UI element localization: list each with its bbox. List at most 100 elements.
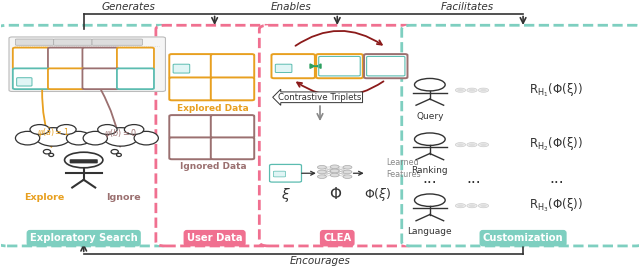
FancyBboxPatch shape — [117, 48, 154, 69]
Ellipse shape — [134, 131, 158, 145]
Circle shape — [480, 204, 486, 207]
Circle shape — [343, 170, 352, 174]
Circle shape — [330, 165, 339, 169]
Ellipse shape — [111, 150, 118, 154]
Ellipse shape — [116, 153, 122, 157]
Circle shape — [480, 89, 486, 91]
Text: Explore: Explore — [24, 193, 64, 202]
Text: $\psi(\hat{a}) = 1$: $\psi(\hat{a}) = 1$ — [36, 126, 69, 140]
Text: $\Phi$: $\Phi$ — [330, 186, 342, 202]
Text: $\xi$: $\xi$ — [281, 186, 291, 204]
Circle shape — [467, 143, 477, 147]
Circle shape — [343, 175, 352, 178]
Ellipse shape — [98, 125, 117, 135]
Ellipse shape — [67, 131, 91, 145]
Circle shape — [415, 79, 445, 91]
Text: Contrastive Triplets: Contrastive Triplets — [278, 93, 362, 102]
Text: Generates: Generates — [102, 2, 156, 12]
Text: Customization: Customization — [483, 233, 563, 243]
Ellipse shape — [103, 128, 138, 146]
Text: $\mathrm{R_{H_1}(\Phi(\xi))}$: $\mathrm{R_{H_1}(\Phi(\xi))}$ — [529, 81, 583, 99]
Circle shape — [330, 169, 339, 173]
Text: Explored Data: Explored Data — [177, 104, 249, 113]
Circle shape — [415, 133, 445, 146]
FancyBboxPatch shape — [269, 165, 301, 182]
Ellipse shape — [35, 128, 70, 146]
FancyBboxPatch shape — [271, 54, 315, 78]
FancyBboxPatch shape — [83, 48, 120, 69]
Circle shape — [317, 175, 326, 178]
Ellipse shape — [15, 131, 40, 145]
Text: Encourages: Encourages — [289, 256, 351, 266]
FancyBboxPatch shape — [211, 77, 254, 100]
Ellipse shape — [83, 131, 108, 145]
Circle shape — [467, 88, 477, 92]
Text: Facilitates: Facilitates — [440, 2, 493, 12]
FancyBboxPatch shape — [83, 68, 120, 89]
FancyBboxPatch shape — [402, 25, 640, 246]
Ellipse shape — [124, 125, 144, 135]
FancyBboxPatch shape — [9, 37, 166, 91]
FancyBboxPatch shape — [156, 25, 274, 246]
Text: Ignored Data: Ignored Data — [180, 162, 246, 171]
Text: Language: Language — [408, 227, 452, 236]
Circle shape — [467, 204, 477, 208]
Circle shape — [478, 204, 488, 208]
FancyBboxPatch shape — [48, 48, 85, 69]
Circle shape — [458, 89, 464, 91]
Circle shape — [478, 88, 488, 92]
Ellipse shape — [49, 153, 54, 157]
FancyBboxPatch shape — [259, 25, 416, 246]
Circle shape — [458, 204, 464, 207]
FancyBboxPatch shape — [211, 115, 254, 138]
FancyBboxPatch shape — [211, 137, 254, 159]
FancyBboxPatch shape — [273, 171, 285, 177]
FancyBboxPatch shape — [48, 68, 85, 89]
Text: Ranking: Ranking — [412, 166, 448, 175]
Text: $\mathrm{R_{H_2}(\Phi(\xi))}$: $\mathrm{R_{H_2}(\Phi(\xi))}$ — [529, 136, 583, 154]
FancyBboxPatch shape — [17, 78, 32, 86]
Text: $\Phi(\xi)$: $\Phi(\xi)$ — [364, 186, 391, 203]
Ellipse shape — [57, 125, 76, 135]
Circle shape — [468, 89, 475, 91]
FancyBboxPatch shape — [173, 64, 189, 73]
Circle shape — [468, 204, 475, 207]
Circle shape — [343, 165, 352, 169]
Text: ...: ... — [466, 171, 481, 186]
Text: ...: ... — [549, 171, 564, 186]
Circle shape — [480, 143, 486, 146]
Text: CLEA: CLEA — [323, 233, 351, 243]
Circle shape — [456, 143, 466, 147]
FancyBboxPatch shape — [170, 54, 212, 78]
Circle shape — [317, 170, 326, 174]
Circle shape — [456, 88, 466, 92]
Circle shape — [65, 152, 103, 168]
Text: ...: ... — [422, 171, 437, 186]
FancyBboxPatch shape — [170, 137, 212, 159]
FancyBboxPatch shape — [316, 54, 363, 78]
FancyBboxPatch shape — [54, 39, 92, 45]
FancyBboxPatch shape — [117, 68, 154, 89]
Text: Query: Query — [416, 112, 444, 121]
Circle shape — [317, 165, 326, 169]
FancyBboxPatch shape — [364, 54, 408, 78]
Circle shape — [415, 194, 445, 206]
Text: $\psi(\hat{b}) = 0$: $\psi(\hat{b}) = 0$ — [104, 125, 137, 141]
Text: Learned
Features: Learned Features — [386, 158, 420, 179]
Circle shape — [458, 143, 464, 146]
FancyBboxPatch shape — [92, 39, 143, 45]
Circle shape — [330, 173, 339, 177]
FancyBboxPatch shape — [13, 48, 50, 69]
Ellipse shape — [44, 150, 51, 154]
Circle shape — [468, 143, 475, 146]
FancyBboxPatch shape — [170, 115, 212, 138]
Circle shape — [456, 204, 466, 208]
FancyBboxPatch shape — [211, 54, 254, 78]
Text: Exploratory Search: Exploratory Search — [30, 233, 138, 243]
Ellipse shape — [30, 125, 49, 135]
Text: $\mathrm{R_{H_3}(\Phi(\xi))}$: $\mathrm{R_{H_3}(\Phi(\xi))}$ — [529, 197, 583, 214]
FancyBboxPatch shape — [275, 64, 292, 73]
FancyBboxPatch shape — [170, 77, 212, 100]
Text: Ignore: Ignore — [106, 193, 141, 202]
FancyBboxPatch shape — [70, 159, 98, 163]
